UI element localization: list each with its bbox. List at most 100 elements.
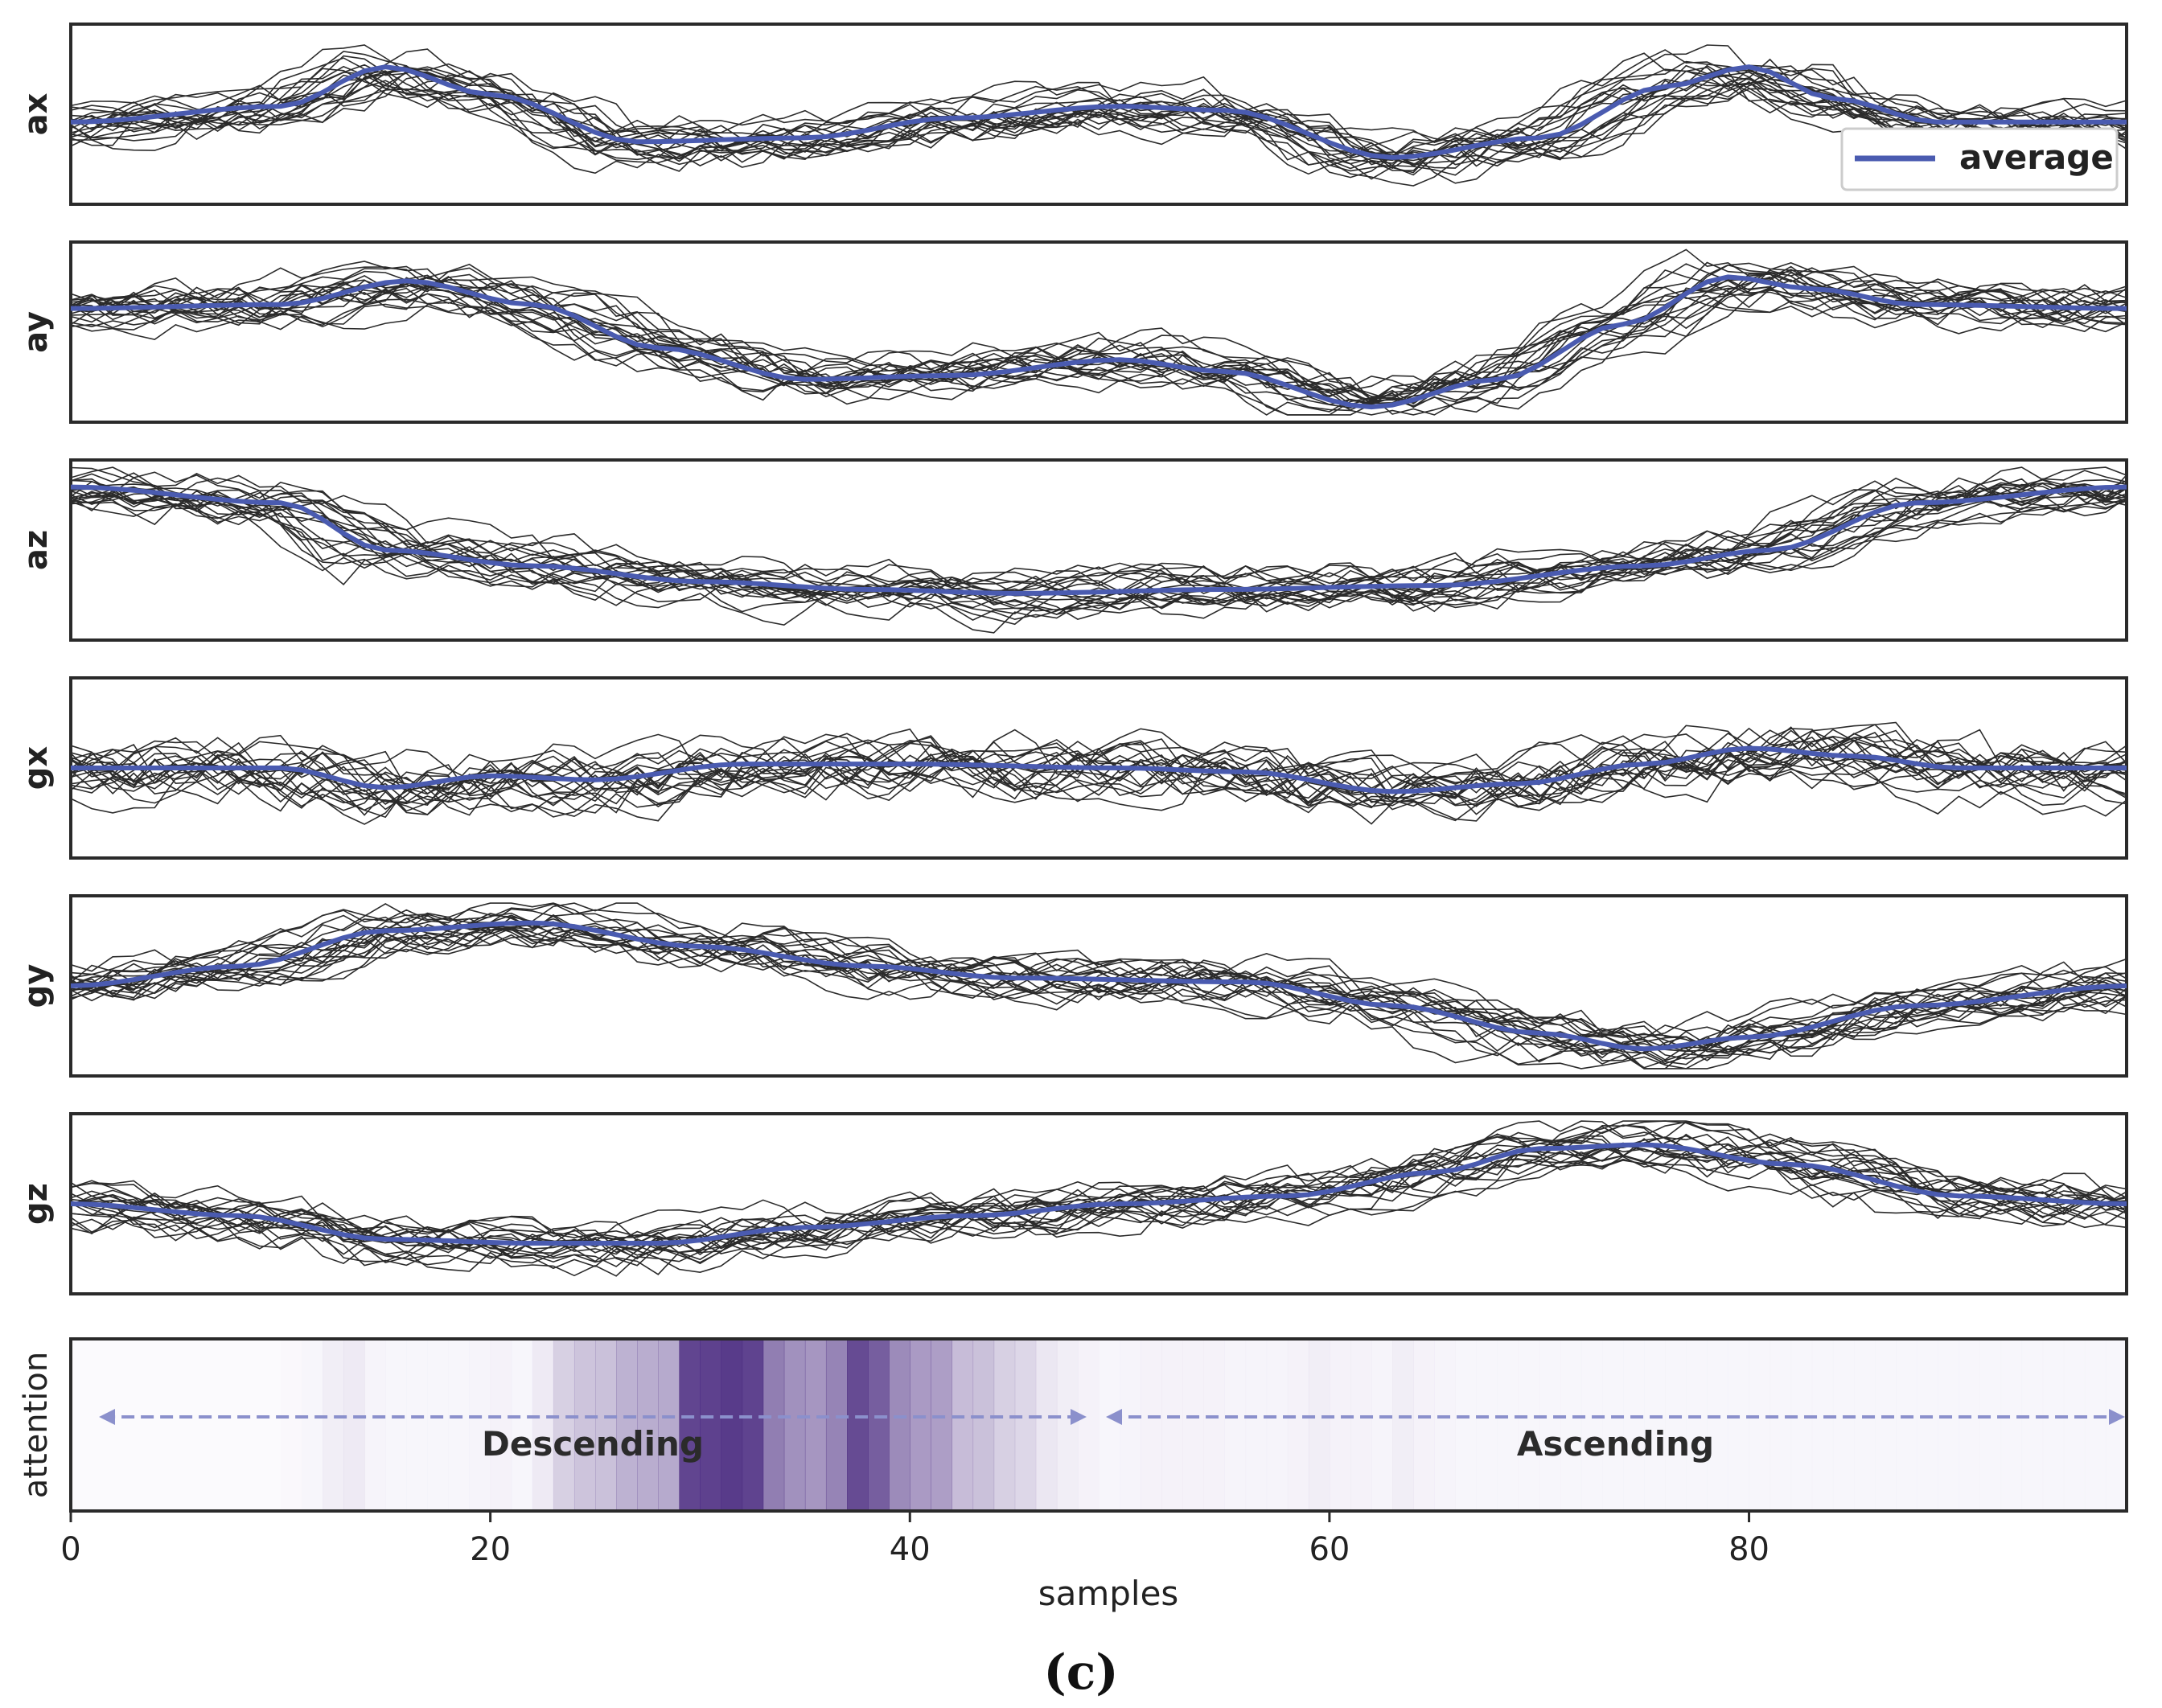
sample-trace [71, 263, 2127, 405]
sample-trace [71, 48, 2127, 165]
y-axis-label: gy [18, 964, 55, 1008]
attention-cell [1078, 1339, 1099, 1511]
attention-cell [847, 1339, 869, 1511]
attention-cell [1014, 1339, 1037, 1511]
average-line [71, 1142, 2127, 1246]
attention-background [71, 1339, 2127, 1511]
attention-cell [1455, 1339, 1477, 1511]
sample-trace [71, 71, 2127, 179]
attention-cell [532, 1339, 554, 1511]
sample-trace [71, 1133, 2127, 1243]
sample-trace [71, 909, 2127, 1048]
x-tick-label: 60 [1309, 1531, 1350, 1568]
average-line [71, 484, 2127, 596]
y-axis-label: attention [18, 1352, 55, 1498]
sample-trace [71, 478, 2127, 634]
attention-cell [804, 1339, 827, 1511]
sample-trace [71, 288, 2127, 409]
sample-trace [71, 479, 2127, 626]
sample-trace [71, 1131, 2127, 1277]
attention-cell [1917, 1339, 1938, 1511]
attention-cell [1203, 1339, 1225, 1511]
attention-cell [1350, 1339, 1372, 1511]
sample-trace [71, 478, 2127, 592]
attention-cell [658, 1339, 680, 1511]
y-axis-label: gz [18, 1183, 55, 1225]
attention-cell [825, 1339, 848, 1511]
attention-cell [406, 1339, 428, 1511]
attention-cell [1434, 1339, 1456, 1511]
panel-az: az [18, 458, 2128, 642]
attention-cell [1413, 1339, 1435, 1511]
panel-frame [69, 1337, 2128, 1513]
phase-label: Ascending [1517, 1424, 1714, 1464]
attention-cell [616, 1339, 638, 1511]
attention-cell [952, 1339, 974, 1511]
x-tick-label: 20 [470, 1531, 511, 1568]
y-axis-label: ax [18, 92, 55, 135]
x-axis-label: samples [1038, 1574, 1179, 1613]
attention-cell [1267, 1339, 1289, 1511]
attention-cell [1161, 1339, 1183, 1511]
phase-label: Descending [482, 1424, 704, 1464]
attention-cell [1770, 1339, 1792, 1511]
attention-cell [1959, 1339, 1980, 1511]
attention-cell [2106, 1339, 2127, 1511]
attention-cell [1833, 1339, 1855, 1511]
sample-trace [71, 908, 2127, 1059]
attention-cell [364, 1339, 386, 1511]
sample-trace [71, 738, 2127, 806]
sample-trace [71, 279, 2127, 416]
attention-cell [1288, 1339, 1309, 1511]
panel-ay: ay [18, 240, 2128, 424]
attention-cell [343, 1339, 365, 1511]
attention-cell [553, 1339, 575, 1511]
attention-cell [1728, 1339, 1749, 1511]
attention-cell [322, 1339, 344, 1511]
y-axis-label: ay [18, 311, 55, 353]
sample-trace [71, 927, 2127, 1065]
attention-cell [302, 1339, 323, 1511]
attention-cell [868, 1339, 890, 1511]
attention-cell [2085, 1339, 2107, 1511]
sample-trace [71, 1138, 2127, 1275]
attention-cell [1330, 1339, 1351, 1511]
attention-cell [427, 1339, 449, 1511]
attention-heatmap [302, 1339, 2127, 1511]
sample-trace [71, 902, 2127, 1049]
sample-trace [71, 466, 2127, 596]
figure-caption: (c) [1043, 1644, 1118, 1701]
attention-cell [385, 1339, 407, 1511]
panel-gy: gy [18, 894, 2128, 1078]
attention-cell [1224, 1339, 1246, 1511]
attention-cell [1308, 1339, 1330, 1511]
y-axis-label: gx [18, 746, 55, 790]
attention-cell [742, 1339, 764, 1511]
attention-cell [2001, 1339, 2023, 1511]
panel-attention: Descending Ascending attention [18, 1337, 2128, 1513]
attention-cell [910, 1339, 931, 1511]
attention-cell [2043, 1339, 2065, 1511]
sample-trace [71, 729, 2127, 811]
attention-cell [1749, 1339, 1771, 1511]
attention-cell [700, 1339, 722, 1511]
attention-cell [1896, 1339, 1917, 1511]
sample-trace [71, 753, 2127, 825]
attention-cell [595, 1339, 617, 1511]
sample-trace [71, 487, 2127, 610]
x-axis: 0 20 40 60 80 [60, 1511, 1769, 1568]
attention-cell [762, 1339, 785, 1511]
sample-trace [71, 738, 2127, 819]
attention-cell [637, 1339, 659, 1511]
attention-cell [2022, 1339, 2044, 1511]
attention-cell [972, 1339, 995, 1511]
average-line [71, 64, 2127, 160]
sample-trace [71, 64, 2127, 158]
sample-trace [71, 265, 2127, 413]
sample-trace [71, 728, 2127, 811]
attention-cell [1246, 1339, 1268, 1511]
attention-cell [2064, 1339, 2086, 1511]
attention-cell [1141, 1339, 1162, 1511]
attention-cell [1371, 1339, 1393, 1511]
